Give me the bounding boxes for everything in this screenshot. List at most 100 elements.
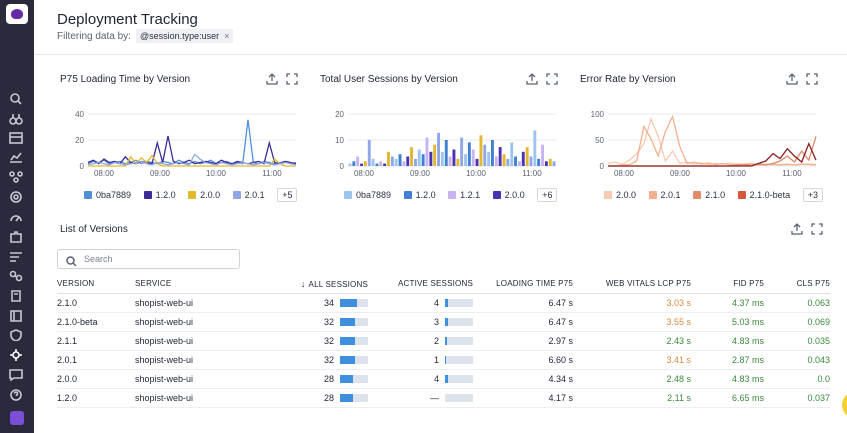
bar	[506, 158, 510, 166]
export-icon[interactable]	[786, 72, 798, 85]
cell-fid: 6.65 ms	[691, 388, 764, 408]
table-row[interactable]: 1.2.0 shopist-web-ui 28 — 4.17 s 2.11 s 6.65 m…	[57, 388, 830, 408]
cell-cls: 0.069	[764, 312, 830, 332]
dashboard-icon[interactable]	[9, 132, 23, 144]
synthetics-icon[interactable]	[9, 290, 23, 302]
bar	[552, 161, 556, 166]
legend-label: 1.2.0	[415, 190, 436, 200]
cell-service: shopist-web-ui	[135, 293, 255, 313]
chat-icon[interactable]	[9, 369, 23, 382]
integrations-icon[interactable]	[9, 171, 23, 183]
bar	[529, 156, 533, 166]
expand-icon[interactable]	[811, 222, 823, 235]
security-icon[interactable]	[9, 329, 23, 342]
expand-icon[interactable]	[546, 72, 558, 85]
active-bar-fill	[445, 355, 446, 364]
cell-service: shopist-web-ui	[135, 312, 255, 332]
cell-loading-time: 6.47 s	[473, 293, 573, 313]
bar	[375, 163, 379, 166]
export-icon[interactable]	[791, 222, 803, 235]
loading-time-chart: 0 20 40 08:00 09:00 10:00 11:00	[75, 110, 297, 178]
panel-actions	[266, 72, 300, 86]
search-icon[interactable]	[9, 93, 23, 105]
bar	[414, 158, 417, 166]
bar	[456, 158, 460, 166]
legend-item[interactable]: 2.0.0	[604, 190, 636, 200]
bar	[548, 158, 552, 166]
datadog-logo[interactable]	[6, 4, 28, 24]
legend-label: 2.0.1	[660, 190, 681, 200]
network-icon[interactable]	[9, 270, 23, 282]
legend-item[interactable]: 1.2.0	[143, 190, 176, 200]
column-header-service[interactable]: Service	[135, 275, 255, 294]
column-header-fid[interactable]: FID P75	[691, 275, 764, 294]
bar	[383, 163, 387, 166]
legend-more-button[interactable]: +3	[802, 188, 823, 202]
bar	[356, 156, 360, 166]
metrics-icon[interactable]	[9, 151, 23, 163]
legend-item[interactable]: 1.2.1	[448, 190, 480, 200]
legend-item[interactable]: 0ba7889	[344, 190, 391, 200]
puzzle-icon[interactable]	[9, 231, 23, 243]
apm-icon[interactable]	[9, 310, 23, 322]
expand-icon[interactable]	[806, 72, 818, 85]
versions-title: List of Versions	[60, 224, 128, 235]
legend-item[interactable]: 2.0.0	[492, 190, 525, 200]
table-row[interactable]: 2.0.0 shopist-web-ui 28 4 4.34 s 2.48 s 4.83 m…	[57, 369, 830, 389]
panel-user-sessions: Total User Sessions by Version 0 10 20 08:0…	[320, 70, 560, 210]
legend-item[interactable]: 2.1.0-beta	[737, 190, 790, 200]
cell-fid: 4.83 ms	[691, 369, 764, 389]
cell-all-sessions: 28	[255, 369, 368, 389]
chat-support-button[interactable]	[842, 392, 847, 418]
series-line	[608, 141, 817, 167]
bar	[398, 154, 402, 166]
gauge-icon[interactable]	[9, 211, 23, 223]
active-bar-fill	[445, 317, 448, 326]
legend-item[interactable]: 2.0.1	[232, 190, 265, 200]
filter-chip[interactable]: @session.type:user ×	[136, 29, 234, 43]
sessions-bar	[340, 355, 368, 364]
legend-item[interactable]: 0ba7889	[84, 190, 131, 200]
bar	[425, 137, 429, 166]
export-icon[interactable]	[526, 72, 538, 85]
column-header-all-sessions[interactable]: ↓ All Sessions	[255, 275, 368, 294]
legend-item[interactable]: 2.0.0	[188, 190, 220, 200]
legend-item[interactable]: 1.2.0	[403, 190, 436, 200]
user-avatar[interactable]	[10, 411, 24, 425]
legend-more-button[interactable]: +6	[537, 188, 558, 202]
monitors-icon[interactable]	[9, 191, 23, 203]
logs-icon[interactable]	[9, 251, 23, 263]
legend-swatch	[737, 191, 746, 199]
legend-label: 2.0.0	[616, 190, 637, 200]
y-tick-label: 10	[335, 136, 344, 145]
user-sessions-chart: 0 10 20 08:00 09:00 10:00 11:00	[335, 110, 556, 178]
close-icon[interactable]: ×	[224, 31, 230, 41]
help-icon[interactable]	[9, 389, 23, 401]
column-header-loading-time[interactable]: Loading Time P75	[473, 275, 573, 294]
table-row[interactable]: 2.1.1 shopist-web-ui 32 2 2.97 s 2.43 s 4.83 m…	[57, 331, 830, 351]
bar	[537, 158, 541, 166]
legend-item[interactable]: 2.1.0	[693, 190, 725, 200]
legend-label: 1.2.0	[155, 190, 176, 200]
legend-swatch	[492, 191, 501, 199]
expand-icon[interactable]	[286, 72, 298, 85]
page-title: Deployment Tracking	[57, 11, 198, 28]
column-header-active-sessions[interactable]: Active Sessions	[368, 275, 473, 294]
search-box[interactable]	[57, 249, 240, 269]
legend-swatch	[648, 191, 657, 199]
table-row[interactable]: 2.0.1 shopist-web-ui 32 1 6.60 s 3.41 s 2.87 m…	[57, 350, 830, 370]
bar	[363, 161, 367, 166]
column-header-lcp[interactable]: Web Vitals LCP P75	[573, 275, 691, 294]
x-tick-label: 09:00	[410, 169, 431, 178]
column-header-version[interactable]: Version	[57, 275, 135, 294]
column-header-cls[interactable]: CLS P75	[764, 275, 830, 294]
export-icon[interactable]	[266, 72, 278, 85]
legend-item[interactable]: 2.0.1	[648, 190, 681, 200]
binoculars-icon[interactable]	[9, 113, 23, 125]
bar	[410, 147, 413, 166]
search-input[interactable]	[84, 252, 234, 266]
rum-icon[interactable]	[9, 349, 23, 361]
legend-more-button[interactable]: +5	[277, 188, 298, 202]
table-row[interactable]: 2.1.0 shopist-web-ui 34 4 6.47 s 3.03 s 4.37 m…	[57, 293, 830, 313]
